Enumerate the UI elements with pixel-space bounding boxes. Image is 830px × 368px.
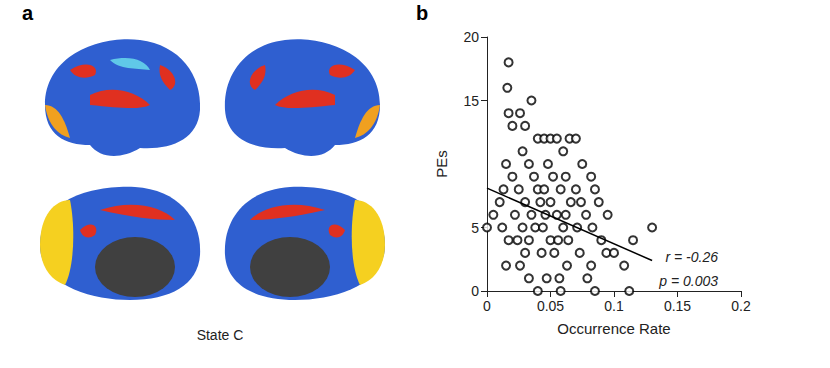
- svg-text:0.05: 0.05: [537, 298, 564, 314]
- svg-text:5: 5: [471, 220, 479, 236]
- svg-text:0: 0: [483, 298, 491, 314]
- svg-text:0.1: 0.1: [604, 298, 624, 314]
- svg-text:r = -0.26: r = -0.26: [665, 249, 718, 265]
- svg-text:PEs: PEs: [433, 150, 450, 178]
- svg-text:0: 0: [471, 283, 479, 299]
- svg-text:0.2: 0.2: [731, 298, 751, 314]
- svg-text:p = 0.003: p = 0.003: [658, 273, 718, 289]
- html-text:a: a: [22, 2, 34, 24]
- svg-text:15: 15: [463, 93, 479, 109]
- html-text:State C: State C: [196, 327, 244, 343]
- svg-text:0.15: 0.15: [664, 298, 691, 314]
- html-text:b: b: [416, 2, 429, 24]
- svg-text:Occurrence Rate: Occurrence Rate: [557, 320, 670, 337]
- svg-text:20: 20: [463, 29, 479, 45]
